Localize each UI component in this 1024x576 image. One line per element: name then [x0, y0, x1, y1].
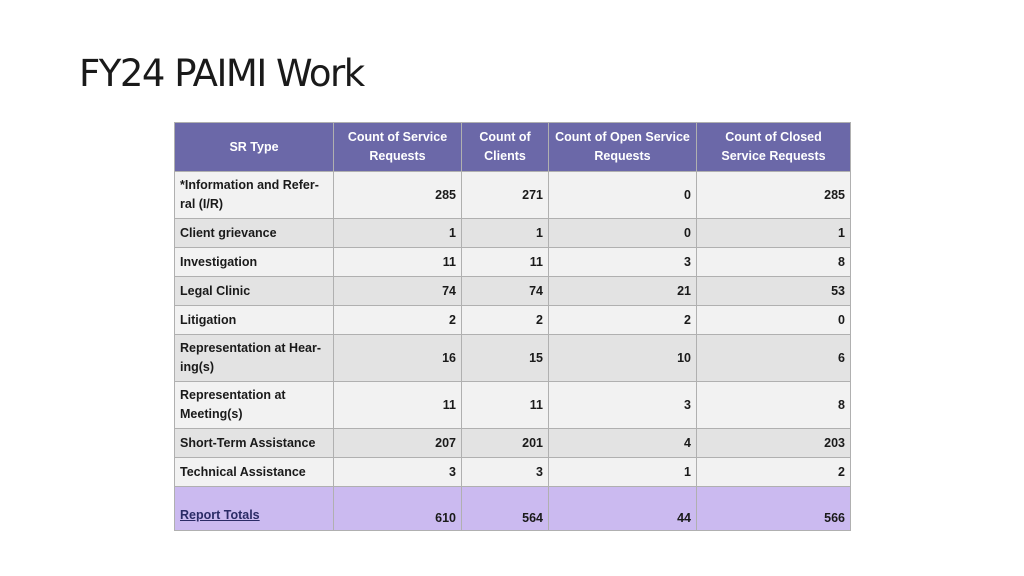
row-service-requests: 207 — [333, 428, 462, 458]
row-service-requests: 1 — [333, 218, 462, 248]
row-closed: 1 — [696, 218, 851, 248]
row-open: 3 — [548, 247, 697, 277]
row-clients: 11 — [461, 247, 549, 277]
row-sr-type: Representation at Meeting(s) — [174, 381, 334, 429]
row-closed: 6 — [696, 334, 851, 382]
row-closed: 2 — [696, 457, 851, 487]
table-row: Client grievance 1 1 0 1 — [174, 218, 851, 248]
row-service-requests: 285 — [333, 171, 462, 219]
row-sr-type: Client grievance — [174, 218, 334, 248]
totals-open: 44 — [548, 486, 697, 531]
row-clients: 271 — [461, 171, 549, 219]
table-row: *Information and Refer-ral (I/R) 285 271… — [174, 171, 851, 219]
row-service-requests: 2 — [333, 305, 462, 335]
row-open: 21 — [548, 276, 697, 306]
table-row: Legal Clinic 74 74 21 53 — [174, 276, 851, 306]
row-service-requests: 11 — [333, 247, 462, 277]
row-open: 1 — [548, 457, 697, 487]
row-closed: 8 — [696, 381, 851, 429]
row-clients: 201 — [461, 428, 549, 458]
table-row: Litigation 2 2 2 0 — [174, 305, 851, 335]
row-sr-type: Representation at Hear-ing(s) — [174, 334, 334, 382]
header-count-open: Count of Open Service Requests — [548, 122, 697, 172]
row-clients: 15 — [461, 334, 549, 382]
table-row: Representation at Hear-ing(s) 16 15 10 6 — [174, 334, 851, 382]
report-totals-link[interactable]: Report Totals — [180, 508, 260, 522]
row-clients: 3 — [461, 457, 549, 487]
row-open: 4 — [548, 428, 697, 458]
table-header-row: SR Type Count of Service Requests Count … — [174, 122, 851, 172]
row-service-requests: 3 — [333, 457, 462, 487]
totals-row: Report Totals 610 564 44 566 — [174, 486, 851, 531]
row-closed: 53 — [696, 276, 851, 306]
row-sr-type: Short-Term Assistance — [174, 428, 334, 458]
table-row: Investigation 11 11 3 8 — [174, 247, 851, 277]
totals-closed: 566 — [696, 486, 851, 531]
row-sr-type: Technical Assistance — [174, 457, 334, 487]
row-service-requests: 16 — [333, 334, 462, 382]
table-row: Short-Term Assistance 207 201 4 203 — [174, 428, 851, 458]
row-clients: 1 — [461, 218, 549, 248]
header-count-service-requests: Count of Service Requests — [333, 122, 462, 172]
totals-label-cell: Report Totals — [174, 486, 334, 531]
header-count-closed: Count of Closed Service Requests — [696, 122, 851, 172]
table-row: Representation at Meeting(s) 11 11 3 8 — [174, 381, 851, 429]
row-closed: 8 — [696, 247, 851, 277]
row-service-requests: 11 — [333, 381, 462, 429]
row-open: 0 — [548, 171, 697, 219]
row-service-requests: 74 — [333, 276, 462, 306]
slide-title: FY24 PAIMI Work — [79, 52, 365, 95]
row-closed: 0 — [696, 305, 851, 335]
totals-clients: 564 — [461, 486, 549, 531]
row-closed: 285 — [696, 171, 851, 219]
row-sr-type: Litigation — [174, 305, 334, 335]
totals-service-requests: 610 — [333, 486, 462, 531]
row-clients: 11 — [461, 381, 549, 429]
table-row: Technical Assistance 3 3 1 2 — [174, 457, 851, 487]
row-open: 2 — [548, 305, 697, 335]
row-sr-type: *Information and Refer-ral (I/R) — [174, 171, 334, 219]
row-clients: 2 — [461, 305, 549, 335]
row-sr-type: Legal Clinic — [174, 276, 334, 306]
row-sr-type: Investigation — [174, 247, 334, 277]
header-sr-type: SR Type — [174, 122, 334, 172]
row-closed: 203 — [696, 428, 851, 458]
row-open: 0 — [548, 218, 697, 248]
row-clients: 74 — [461, 276, 549, 306]
service-requests-table: SR Type Count of Service Requests Count … — [174, 122, 851, 531]
row-open: 3 — [548, 381, 697, 429]
header-count-clients: Count of Clients — [461, 122, 549, 172]
row-open: 10 — [548, 334, 697, 382]
